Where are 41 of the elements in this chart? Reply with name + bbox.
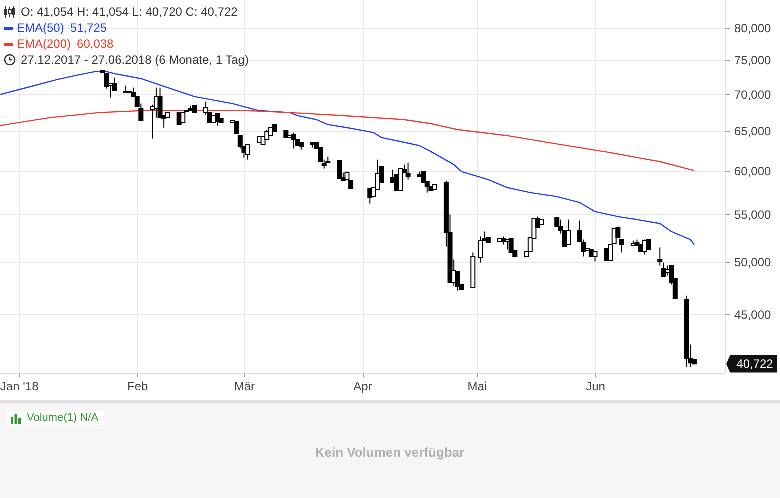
candlestick: [215, 113, 220, 126]
legend-label: EMA(50): [17, 20, 64, 36]
y-tick-label: 65,000: [734, 124, 772, 139]
candlestick: [291, 132, 296, 150]
candlestick: [158, 87, 163, 118]
y-tick-label: 50,000: [734, 255, 772, 270]
y-tick-label: 45,000: [734, 308, 772, 322]
annotation: 27.12.2017 - 27.06.2018 (6 Monate, 1 Tag): [21, 52, 249, 68]
candlestick: [478, 236, 484, 264]
candlestick: [180, 112, 186, 124]
x-tick-label: Jan '18: [0, 380, 40, 394]
candlestick: [421, 171, 426, 184]
y-tick-label: 70,000: [734, 88, 772, 102]
x-tick-label: Feb: [128, 380, 149, 394]
x-tick-label: Jun: [586, 380, 606, 394]
annotation: 51,725: [70, 20, 108, 36]
candlestick: [604, 248, 610, 262]
candlestick: [337, 160, 342, 180]
candlestick: [246, 144, 251, 160]
y-tick-label: 75,000: [734, 53, 772, 68]
candlestick: [566, 219, 572, 246]
legend-label: EMA(200): [17, 36, 72, 52]
text: Volume(1) N/A: [27, 412, 99, 424]
candlestick: [658, 247, 663, 266]
line-series: [0, 71, 696, 246]
y-tick-label: 80,000: [734, 21, 772, 36]
candlestick: [646, 239, 652, 250]
text: Kein Volumen verfügbar: [314, 445, 466, 460]
candlestick: [406, 162, 411, 180]
candlestick: [592, 251, 598, 262]
candlestick: [398, 168, 404, 192]
candlestick: [176, 112, 182, 126]
candlestick: [508, 238, 514, 254]
y-tick-label: 55,000: [734, 208, 772, 222]
x-tick-label: Mai: [468, 380, 488, 394]
text: 40,722: [736, 357, 774, 372]
annotation: O: 41,054 H: 41,054 L: 40,720 C: 40,722: [21, 4, 238, 20]
y-tick-label: 60,000: [734, 164, 772, 179]
x-tick-label: Apr: [354, 380, 372, 394]
x-tick-label: Mär: [234, 380, 256, 394]
annotation: 60,038: [77, 36, 114, 52]
